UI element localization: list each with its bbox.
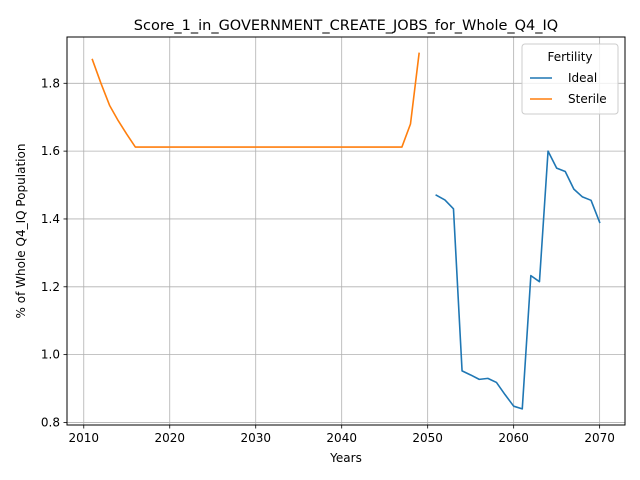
plot-area-frame [66, 36, 626, 426]
y-tick-label: 1.6 [41, 144, 60, 158]
y-axis-ticks: 0.8 1.0 1.2 1.4 1.6 1.8 [41, 76, 67, 429]
x-tick-label: 2020 [154, 431, 185, 445]
y-tick-label: 1.4 [41, 212, 60, 226]
chart-title: Score_1_in_GOVERNMENT_CREATE_JOBS_for_Wh… [134, 18, 558, 34]
x-tick-label: 2050 [412, 431, 443, 445]
x-axis-ticks: 2010 2020 2030 2040 2050 2060 2070 [68, 425, 615, 445]
grid-lines [67, 37, 625, 425]
x-tick-label: 2010 [68, 431, 99, 445]
y-tick-label: 1.0 [41, 348, 60, 362]
legend-box [521, 43, 619, 115]
series-line-sterile [91, 52, 420, 148]
series-layer [91, 52, 601, 410]
y-axis-label: % of Whole Q4_IQ Population [14, 144, 28, 319]
legend-items: Ideal Sterile [530, 71, 607, 106]
series-line-ideal [435, 150, 601, 410]
x-axis-label: Years [329, 451, 362, 465]
legend-label-sterile: Sterile [568, 92, 607, 106]
x-tick-label: 2060 [498, 431, 529, 445]
x-tick-label: 2070 [584, 431, 615, 445]
legend-label-ideal: Ideal [568, 71, 597, 85]
y-tick-label: 0.8 [41, 415, 60, 429]
legend: Fertility Ideal Sterile [521, 43, 619, 115]
x-tick-label: 2040 [326, 431, 357, 445]
y-tick-label: 1.2 [41, 280, 60, 294]
y-tick-label: 1.8 [41, 76, 60, 90]
x-tick-label: 2030 [240, 431, 271, 445]
legend-title: Fertility [547, 50, 592, 64]
